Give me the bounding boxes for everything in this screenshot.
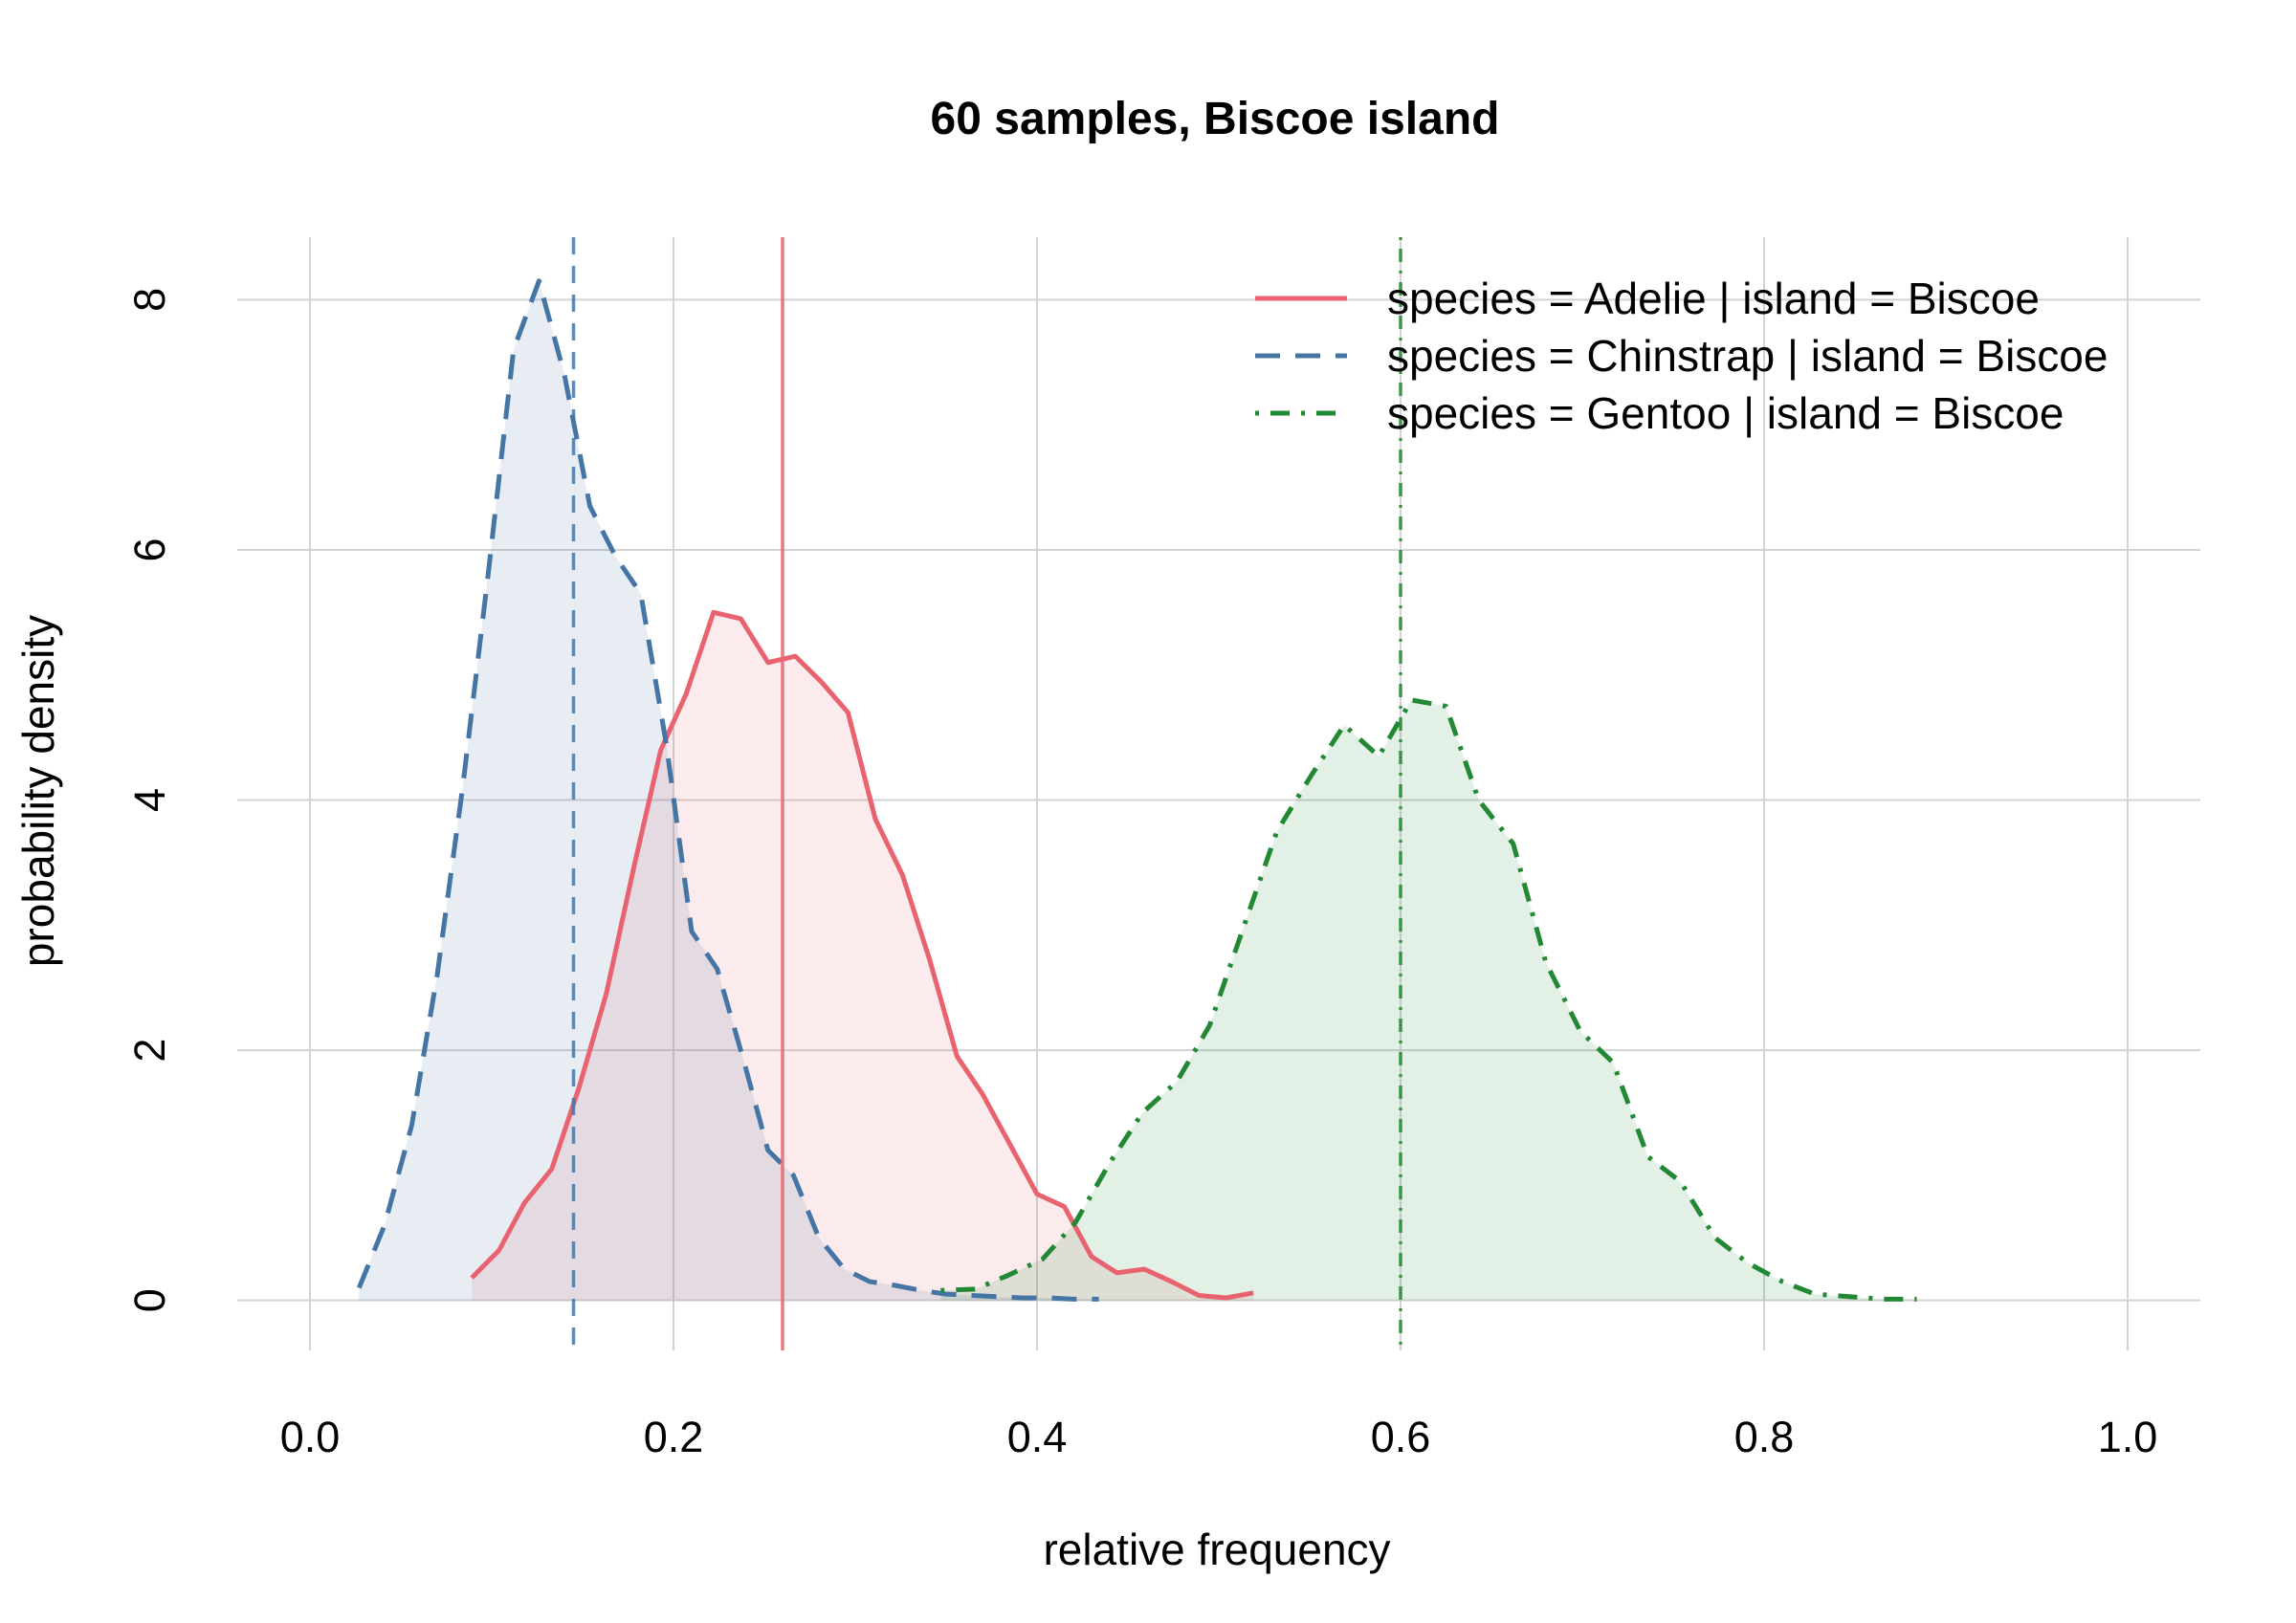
density-line-2 bbox=[940, 697, 1917, 1302]
tick-labels: 0.0 0.2 0.4 0.6 0.8 1.0 0 2 4 6 8 bbox=[125, 288, 2157, 1461]
x-axis-label: relative frequency bbox=[1043, 1524, 1390, 1574]
x-tick-label: 0.0 bbox=[280, 1413, 341, 1461]
x-tick-label: 0.4 bbox=[1007, 1413, 1068, 1461]
x-tick-label: 0.2 bbox=[644, 1413, 704, 1461]
y-tick-label: 8 bbox=[125, 288, 174, 312]
y-tick-label: 6 bbox=[125, 537, 174, 561]
y-tick-label: 4 bbox=[125, 788, 174, 812]
y-tick-label: 0 bbox=[125, 1288, 174, 1312]
y-axis-label: probability density bbox=[13, 615, 63, 967]
legend: species = Adelie | island = Biscoe specie… bbox=[1255, 274, 2108, 438]
density-fills bbox=[359, 280, 1917, 1301]
x-tick-label: 0.8 bbox=[1734, 1413, 1795, 1461]
x-tick-label: 0.6 bbox=[1371, 1413, 1431, 1461]
mean-lines bbox=[571, 237, 1402, 1350]
chart-title: 60 samples, Biscoe island bbox=[931, 94, 1500, 144]
density-lines bbox=[356, 278, 1917, 1302]
density-line-1 bbox=[356, 278, 1099, 1302]
grid bbox=[237, 237, 2200, 1350]
density-fill-1 bbox=[359, 280, 1099, 1301]
legend-label-1: species = Chinstrap | island = Biscoe bbox=[1387, 331, 2108, 381]
legend-label-0: species = Adelie | island = Biscoe bbox=[1387, 274, 2040, 323]
density-fill-0 bbox=[472, 612, 1254, 1301]
y-tick-label: 2 bbox=[125, 1039, 174, 1063]
density-line-0 bbox=[470, 609, 1254, 1301]
legend-label-2: species = Gentoo | island = Biscoe bbox=[1387, 388, 2064, 438]
x-tick-label: 1.0 bbox=[2098, 1413, 2158, 1461]
density-fill-2 bbox=[940, 699, 1917, 1301]
